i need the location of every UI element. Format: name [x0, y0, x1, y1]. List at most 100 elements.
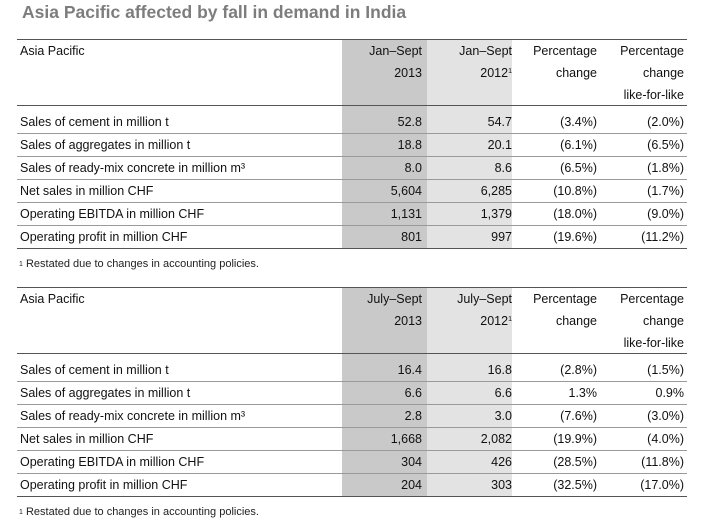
header-2012-year: 20121 — [480, 66, 512, 80]
header-2013-period: July–Sept — [367, 292, 422, 306]
table-row: Operating EBITDA in million CHF 304 426 … — [17, 451, 687, 474]
value-2012: 426 — [491, 455, 512, 469]
table-top-rule — [17, 39, 687, 40]
value-lfl: (11.2%) — [641, 230, 684, 244]
table-row: Operating profit in million CHF 801 997 … — [17, 226, 687, 249]
value-lfl: (1.8%) — [647, 161, 684, 175]
value-2012: 6,285 — [480, 184, 512, 198]
footnote-text: Restated due to changes in accounting po… — [25, 506, 259, 518]
row-label: Sales of cement in million t — [20, 115, 169, 129]
row-label: Net sales in million CHF — [20, 432, 154, 446]
value-change: (3.4%) — [560, 115, 597, 129]
header-lfl-line3: like-for-like — [623, 88, 684, 102]
value-2013: 52.8 — [397, 115, 422, 129]
header-2013-year: 2013 — [394, 314, 422, 328]
value-2012: 997 — [491, 230, 512, 244]
header-2013-period: Jan–Sept — [369, 44, 422, 58]
value-2013: 18.8 — [397, 138, 422, 152]
header-region-label: Asia Pacific — [20, 292, 85, 306]
value-2012: 20.1 — [487, 138, 512, 152]
table-row: Sales of cement in million t 16.4 16.8 (… — [17, 359, 687, 382]
column-2013-shade — [342, 40, 427, 105]
value-2012: 3.0 — [494, 409, 512, 423]
value-change: (2.8%) — [560, 363, 597, 377]
header-lfl-line2: change — [642, 66, 684, 80]
value-2012: 303 — [491, 478, 512, 492]
spacer — [17, 354, 687, 359]
value-change: (19.6%) — [553, 230, 597, 244]
table-header: Asia Pacific July–Sept 2013 July–Sept 20… — [17, 288, 687, 354]
header-2012-period: July–Sept — [457, 292, 512, 306]
value-lfl: (11.8%) — [641, 455, 684, 469]
value-lfl: (17.0%) — [640, 478, 684, 492]
header-lfl-line2: change — [642, 314, 684, 328]
header-change-line2: change — [555, 314, 597, 328]
table-row: Sales of cement in million t 52.8 54.7 (… — [17, 111, 687, 134]
row-label: Operating EBITDA in million CHF — [20, 455, 205, 469]
footnote-marker: 1 — [508, 68, 512, 75]
value-change: (28.5%) — [553, 455, 597, 469]
column-2012-shade — [427, 40, 512, 105]
header-lfl-line3: like-for-like — [623, 336, 684, 350]
table-row: Operating profit in million CHF 204 303 … — [17, 474, 687, 497]
column-2012-shade — [427, 288, 512, 353]
value-2012: 8.6 — [494, 161, 512, 175]
value-2012: 1,379 — [480, 207, 512, 221]
footnote-marker: 1 — [19, 261, 23, 268]
footnote: 1 Restated due to changes in accounting … — [19, 249, 689, 271]
value-2013: 304 — [401, 455, 422, 469]
value-change: (10.8%) — [553, 184, 597, 198]
value-lfl: (2.0%) — [647, 115, 684, 129]
value-2013: 1,668 — [390, 432, 422, 446]
footnote-text: Restated due to changes in accounting po… — [25, 258, 259, 270]
table-row: Sales of aggregates in million t 18.8 20… — [17, 134, 687, 157]
value-2013: 2.8 — [404, 409, 422, 423]
row-label: Net sales in million CHF — [20, 184, 154, 198]
row-label: Operating profit in million CHF — [20, 478, 188, 492]
table-row: Sales of aggregates in million t 6.6 6.6… — [17, 382, 687, 405]
value-lfl: (9.0%) — [647, 207, 684, 221]
header-region-label: Asia Pacific — [20, 44, 85, 58]
row-label: Operating EBITDA in million CHF — [20, 207, 205, 221]
value-lfl: (6.5%) — [647, 138, 684, 152]
spacer — [17, 106, 687, 111]
value-change: (19.9%) — [553, 432, 597, 446]
value-change: (32.5%) — [553, 478, 597, 492]
results-table-jan-sept: Asia Pacific Jan–Sept 2013 Jan–Sept 2012… — [17, 39, 687, 271]
footnote-marker: 1 — [19, 509, 23, 516]
header-lfl-line1: Percentage — [620, 292, 684, 306]
results-table-july-sept: Asia Pacific July–Sept 2013 July–Sept 20… — [17, 287, 687, 519]
value-2012: 2,082 — [480, 432, 512, 446]
row-label: Operating profit in million CHF — [20, 230, 188, 244]
value-2013: 204 — [401, 478, 422, 492]
value-change: (18.0%) — [553, 207, 597, 221]
value-2012: 6.6 — [494, 386, 512, 400]
table-header: Asia Pacific Jan–Sept 2013 Jan–Sept 2012… — [17, 40, 687, 106]
table-row: Net sales in million CHF 1,668 2,082 (19… — [17, 428, 687, 451]
value-2013: 5,604 — [390, 184, 422, 198]
header-2012-year: 20121 — [480, 314, 512, 328]
value-lfl: (1.7%) — [647, 184, 684, 198]
value-lfl: 0.9% — [655, 386, 685, 400]
header-2013-year: 2013 — [394, 66, 422, 80]
row-label: Sales of aggregates in million t — [20, 138, 191, 152]
value-2013: 801 — [401, 230, 422, 244]
value-change: (6.1%) — [560, 138, 597, 152]
footnote: 1 Restated due to changes in accounting … — [19, 497, 689, 519]
table-row: Net sales in million CHF 5,604 6,285 (10… — [17, 180, 687, 203]
row-label: Sales of aggregates in million t — [20, 386, 191, 400]
table-top-rule — [17, 287, 687, 288]
header-change-line1: Percentage — [533, 292, 597, 306]
value-lfl: (3.0%) — [647, 409, 684, 423]
value-change: 1.3% — [568, 386, 598, 400]
column-2013-shade — [342, 288, 427, 353]
header-2012-period: Jan–Sept — [459, 44, 512, 58]
row-label: Sales of ready-mix concrete in million m… — [20, 409, 246, 423]
table-row: Operating EBITDA in million CHF 1,131 1,… — [17, 203, 687, 226]
row-label: Sales of cement in million t — [20, 363, 169, 377]
header-change-line2: change — [555, 66, 597, 80]
value-2013: 16.4 — [397, 363, 422, 377]
footnote-marker: 1 — [508, 316, 512, 323]
value-lfl: (1.5%) — [647, 363, 684, 377]
value-change: (7.6%) — [560, 409, 597, 423]
